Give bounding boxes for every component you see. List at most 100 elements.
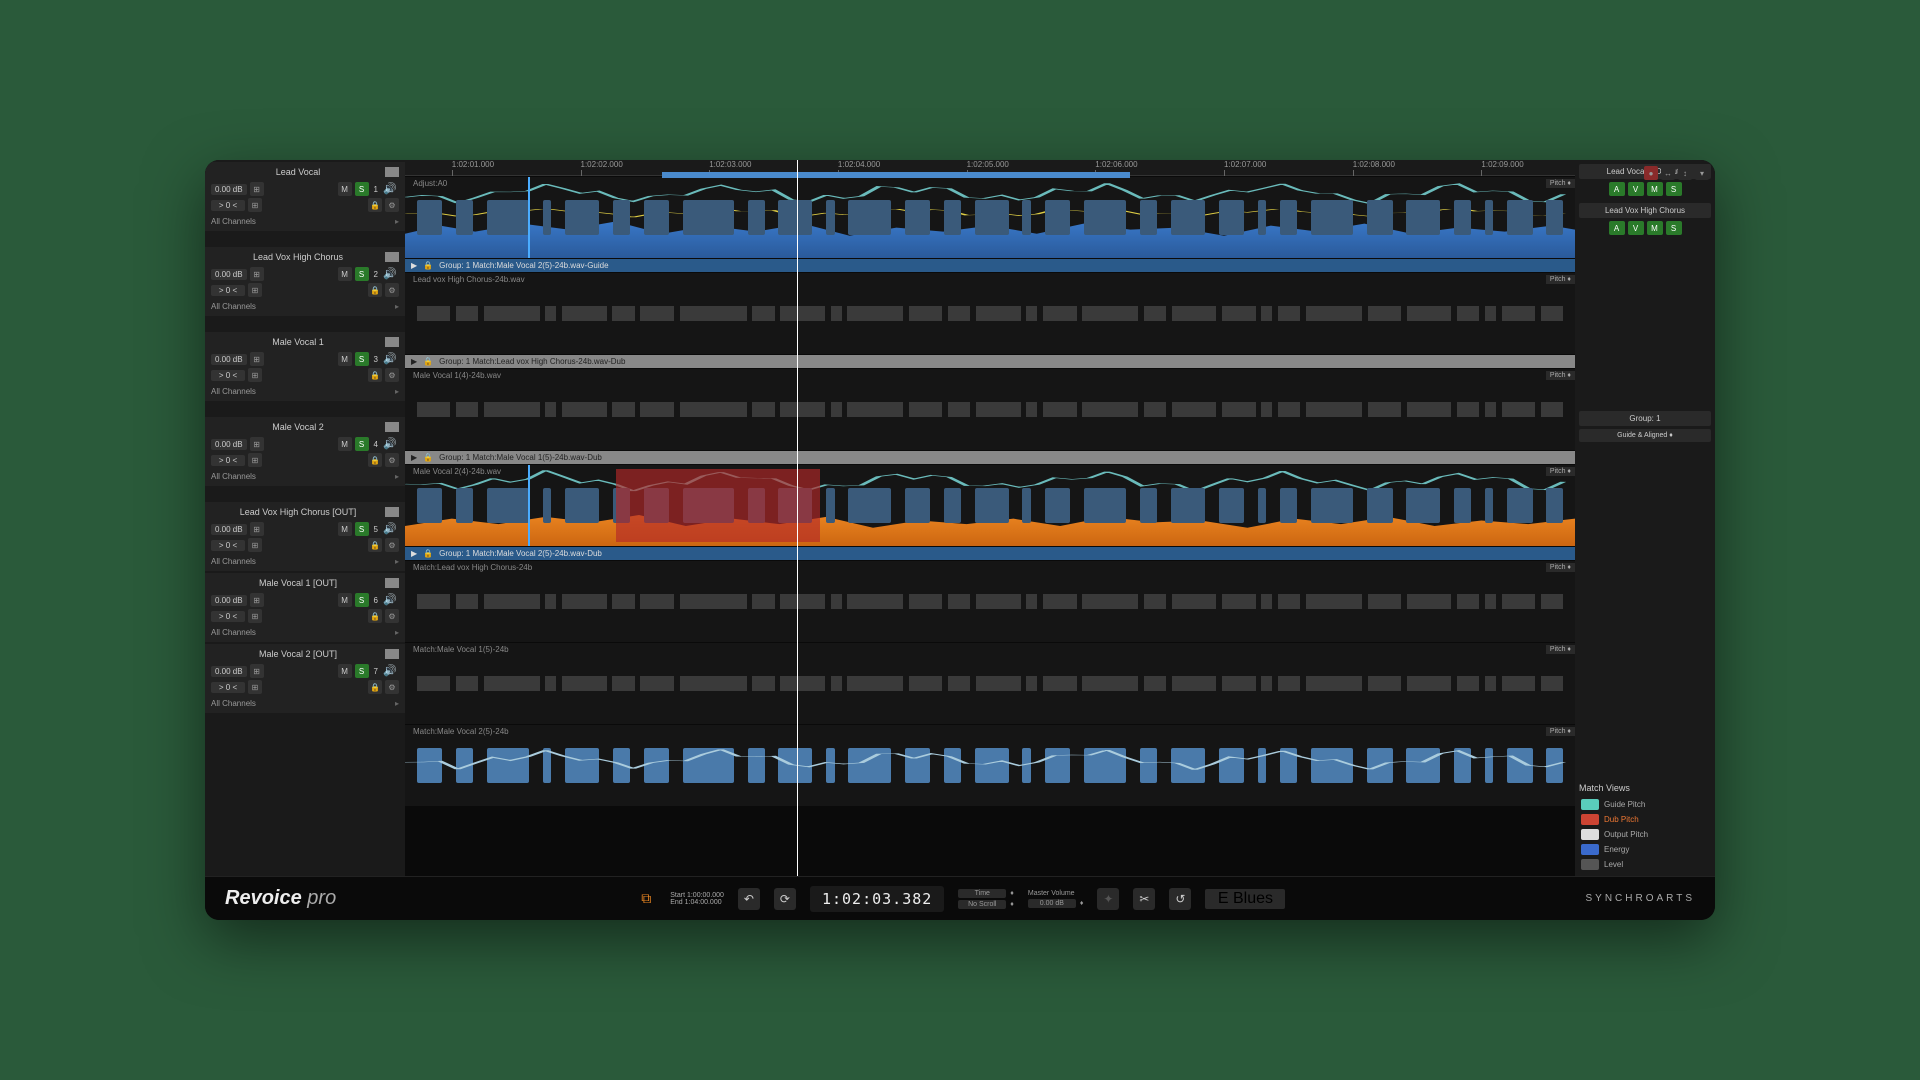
cut-button[interactable]: ✂ (1133, 888, 1155, 910)
play-icon[interactable]: ▶ (411, 261, 417, 270)
output-a-button[interactable]: A (1609, 182, 1625, 196)
lock-small-icon[interactable]: 🔒 (423, 453, 433, 462)
tool-a-button[interactable]: ✦ (1097, 888, 1119, 910)
group-select[interactable]: Guide & Aligned ♦ (1579, 429, 1711, 442)
lock-small-icon[interactable]: 🔒 (423, 357, 433, 366)
expand-h-icon[interactable]: ↔ (1661, 166, 1675, 180)
track-menu-icon[interactable] (385, 252, 399, 262)
gain-up-icon[interactable]: ⊞ (250, 593, 264, 607)
play-icon[interactable]: ▶ (411, 549, 417, 558)
track-menu-icon[interactable] (385, 649, 399, 659)
track-lane[interactable]: Male Vocal 2(4)-24b.wavPitch ♦ (405, 464, 1575, 546)
lock-icon[interactable]: 🔒 (368, 538, 382, 552)
gain-value[interactable]: 0.00 dB (211, 595, 247, 606)
gain-value[interactable]: 0.00 dB (211, 354, 247, 365)
channels-label[interactable]: All Channels (211, 628, 256, 637)
pitch-tag[interactable]: Pitch ♦ (1546, 467, 1575, 476)
channels-label[interactable]: All Channels (211, 557, 256, 566)
solo-button[interactable]: S (355, 593, 369, 607)
lock-small-icon[interactable]: 🔒 (423, 261, 433, 270)
track-lane[interactable]: Match:Male Vocal 2(5)-24bPitch ♦ (405, 724, 1575, 806)
group-bar[interactable]: ▶🔒Group: 1 Match:Male Vocal 2(5)-24b.wav… (405, 258, 1575, 272)
gain-up-icon[interactable]: ⊞ (250, 437, 264, 451)
menu-icon[interactable]: ▾ (1695, 166, 1709, 180)
settings-icon[interactable]: ⚙ (385, 198, 399, 212)
output-m-button[interactable]: M (1647, 221, 1663, 235)
master-volume-value[interactable]: 0.00 dB (1028, 899, 1076, 908)
solo-button[interactable]: S (355, 522, 369, 536)
preset-select[interactable]: E Blues (1205, 889, 1285, 909)
match-view-item[interactable]: Output Pitch (1579, 827, 1711, 842)
gain-up-icon[interactable]: ⊞ (250, 267, 264, 281)
lock-icon[interactable]: 🔒 (368, 283, 382, 297)
solo-button[interactable]: S (355, 437, 369, 451)
pitch-tag[interactable]: Pitch ♦ (1546, 563, 1575, 572)
match-view-item[interactable]: Level (1579, 857, 1711, 872)
group-bar[interactable]: ▶🔒Group: 1 Match:Male Vocal 2(5)-24b.wav… (405, 546, 1575, 560)
channels-arrows-icon[interactable]: ▸ (395, 217, 399, 226)
lock-icon[interactable]: 🔒 (368, 368, 382, 382)
channels-arrows-icon[interactable]: ▸ (395, 387, 399, 396)
mute-button[interactable]: M (338, 267, 352, 281)
track-lane[interactable]: Male Vocal 1(4)-24b.wavPitch ♦ (405, 368, 1575, 450)
pan-adj-icon[interactable]: ⊞ (248, 538, 262, 552)
track-menu-icon[interactable] (385, 578, 399, 588)
rec-icon[interactable]: ● (1644, 166, 1658, 180)
output-s-button[interactable]: S (1666, 182, 1682, 196)
pan-value[interactable]: > 0 < (211, 682, 245, 693)
pan-adj-icon[interactable]: ⊞ (248, 283, 262, 297)
settings-icon[interactable]: ⚙ (385, 283, 399, 297)
channels-arrows-icon[interactable]: ▸ (395, 302, 399, 311)
pan-value[interactable]: > 0 < (211, 370, 245, 381)
mute-button[interactable]: M (338, 352, 352, 366)
gain-value[interactable]: 0.00 dB (211, 184, 247, 195)
output-v-button[interactable]: V (1628, 221, 1644, 235)
output-a-button[interactable]: A (1609, 221, 1625, 235)
lock-icon[interactable]: 🔒 (368, 453, 382, 467)
group-bar[interactable]: ▶🔒Group: 1 Match:Lead vox High Chorus-24… (405, 354, 1575, 368)
pan-value[interactable]: > 0 < (211, 285, 245, 296)
channels-arrows-icon[interactable]: ▸ (395, 699, 399, 708)
pan-adj-icon[interactable]: ⊞ (248, 680, 262, 694)
speaker-icon[interactable] (383, 593, 399, 607)
speaker-icon[interactable] (383, 522, 399, 536)
speaker-icon[interactable] (383, 437, 399, 451)
track-lane[interactable]: Lead vox High Chorus-24b.wavPitch ♦ (405, 272, 1575, 354)
settings-icon[interactable]: ⚙ (385, 680, 399, 694)
gain-value[interactable]: 0.00 dB (211, 524, 247, 535)
expand-v-icon[interactable]: ↕ (1678, 166, 1692, 180)
settings-icon[interactable]: ⚙ (385, 453, 399, 467)
output-v-button[interactable]: V (1628, 182, 1644, 196)
pitch-tag[interactable]: Pitch ♦ (1546, 727, 1575, 736)
speaker-icon[interactable] (383, 182, 399, 196)
play-icon[interactable]: ▶ (411, 453, 417, 462)
channels-arrows-icon[interactable]: ▸ (395, 472, 399, 481)
time-mode-select[interactable]: Time (958, 889, 1006, 898)
pitch-tag[interactable]: Pitch ♦ (1546, 645, 1575, 654)
pan-adj-icon[interactable]: ⊞ (248, 453, 262, 467)
gain-value[interactable]: 0.00 dB (211, 666, 247, 677)
link-icon[interactable]: ⧉ (636, 889, 656, 909)
settings-icon[interactable]: ⚙ (385, 368, 399, 382)
output-s-button[interactable]: S (1666, 221, 1682, 235)
solo-button[interactable]: S (355, 664, 369, 678)
track-menu-icon[interactable] (385, 167, 399, 177)
pan-adj-icon[interactable]: ⊞ (248, 609, 262, 623)
channels-arrows-icon[interactable]: ▸ (395, 557, 399, 566)
track-lane[interactable]: Adjust:A0Pitch ♦ (405, 176, 1575, 258)
pan-adj-icon[interactable]: ⊞ (248, 198, 262, 212)
selection-region[interactable] (616, 469, 821, 542)
channels-label[interactable]: All Channels (211, 472, 256, 481)
track-menu-icon[interactable] (385, 337, 399, 347)
match-view-item[interactable]: Energy (1579, 842, 1711, 857)
solo-button[interactable]: S (355, 352, 369, 366)
output-m-button[interactable]: M (1647, 182, 1663, 196)
play-icon[interactable]: ▶ (411, 357, 417, 366)
gain-value[interactable]: 0.00 dB (211, 269, 247, 280)
gain-up-icon[interactable]: ⊞ (250, 182, 264, 196)
channels-label[interactable]: All Channels (211, 699, 256, 708)
pan-value[interactable]: > 0 < (211, 540, 245, 551)
speaker-icon[interactable] (383, 267, 399, 281)
track-menu-icon[interactable] (385, 507, 399, 517)
mute-button[interactable]: M (338, 593, 352, 607)
